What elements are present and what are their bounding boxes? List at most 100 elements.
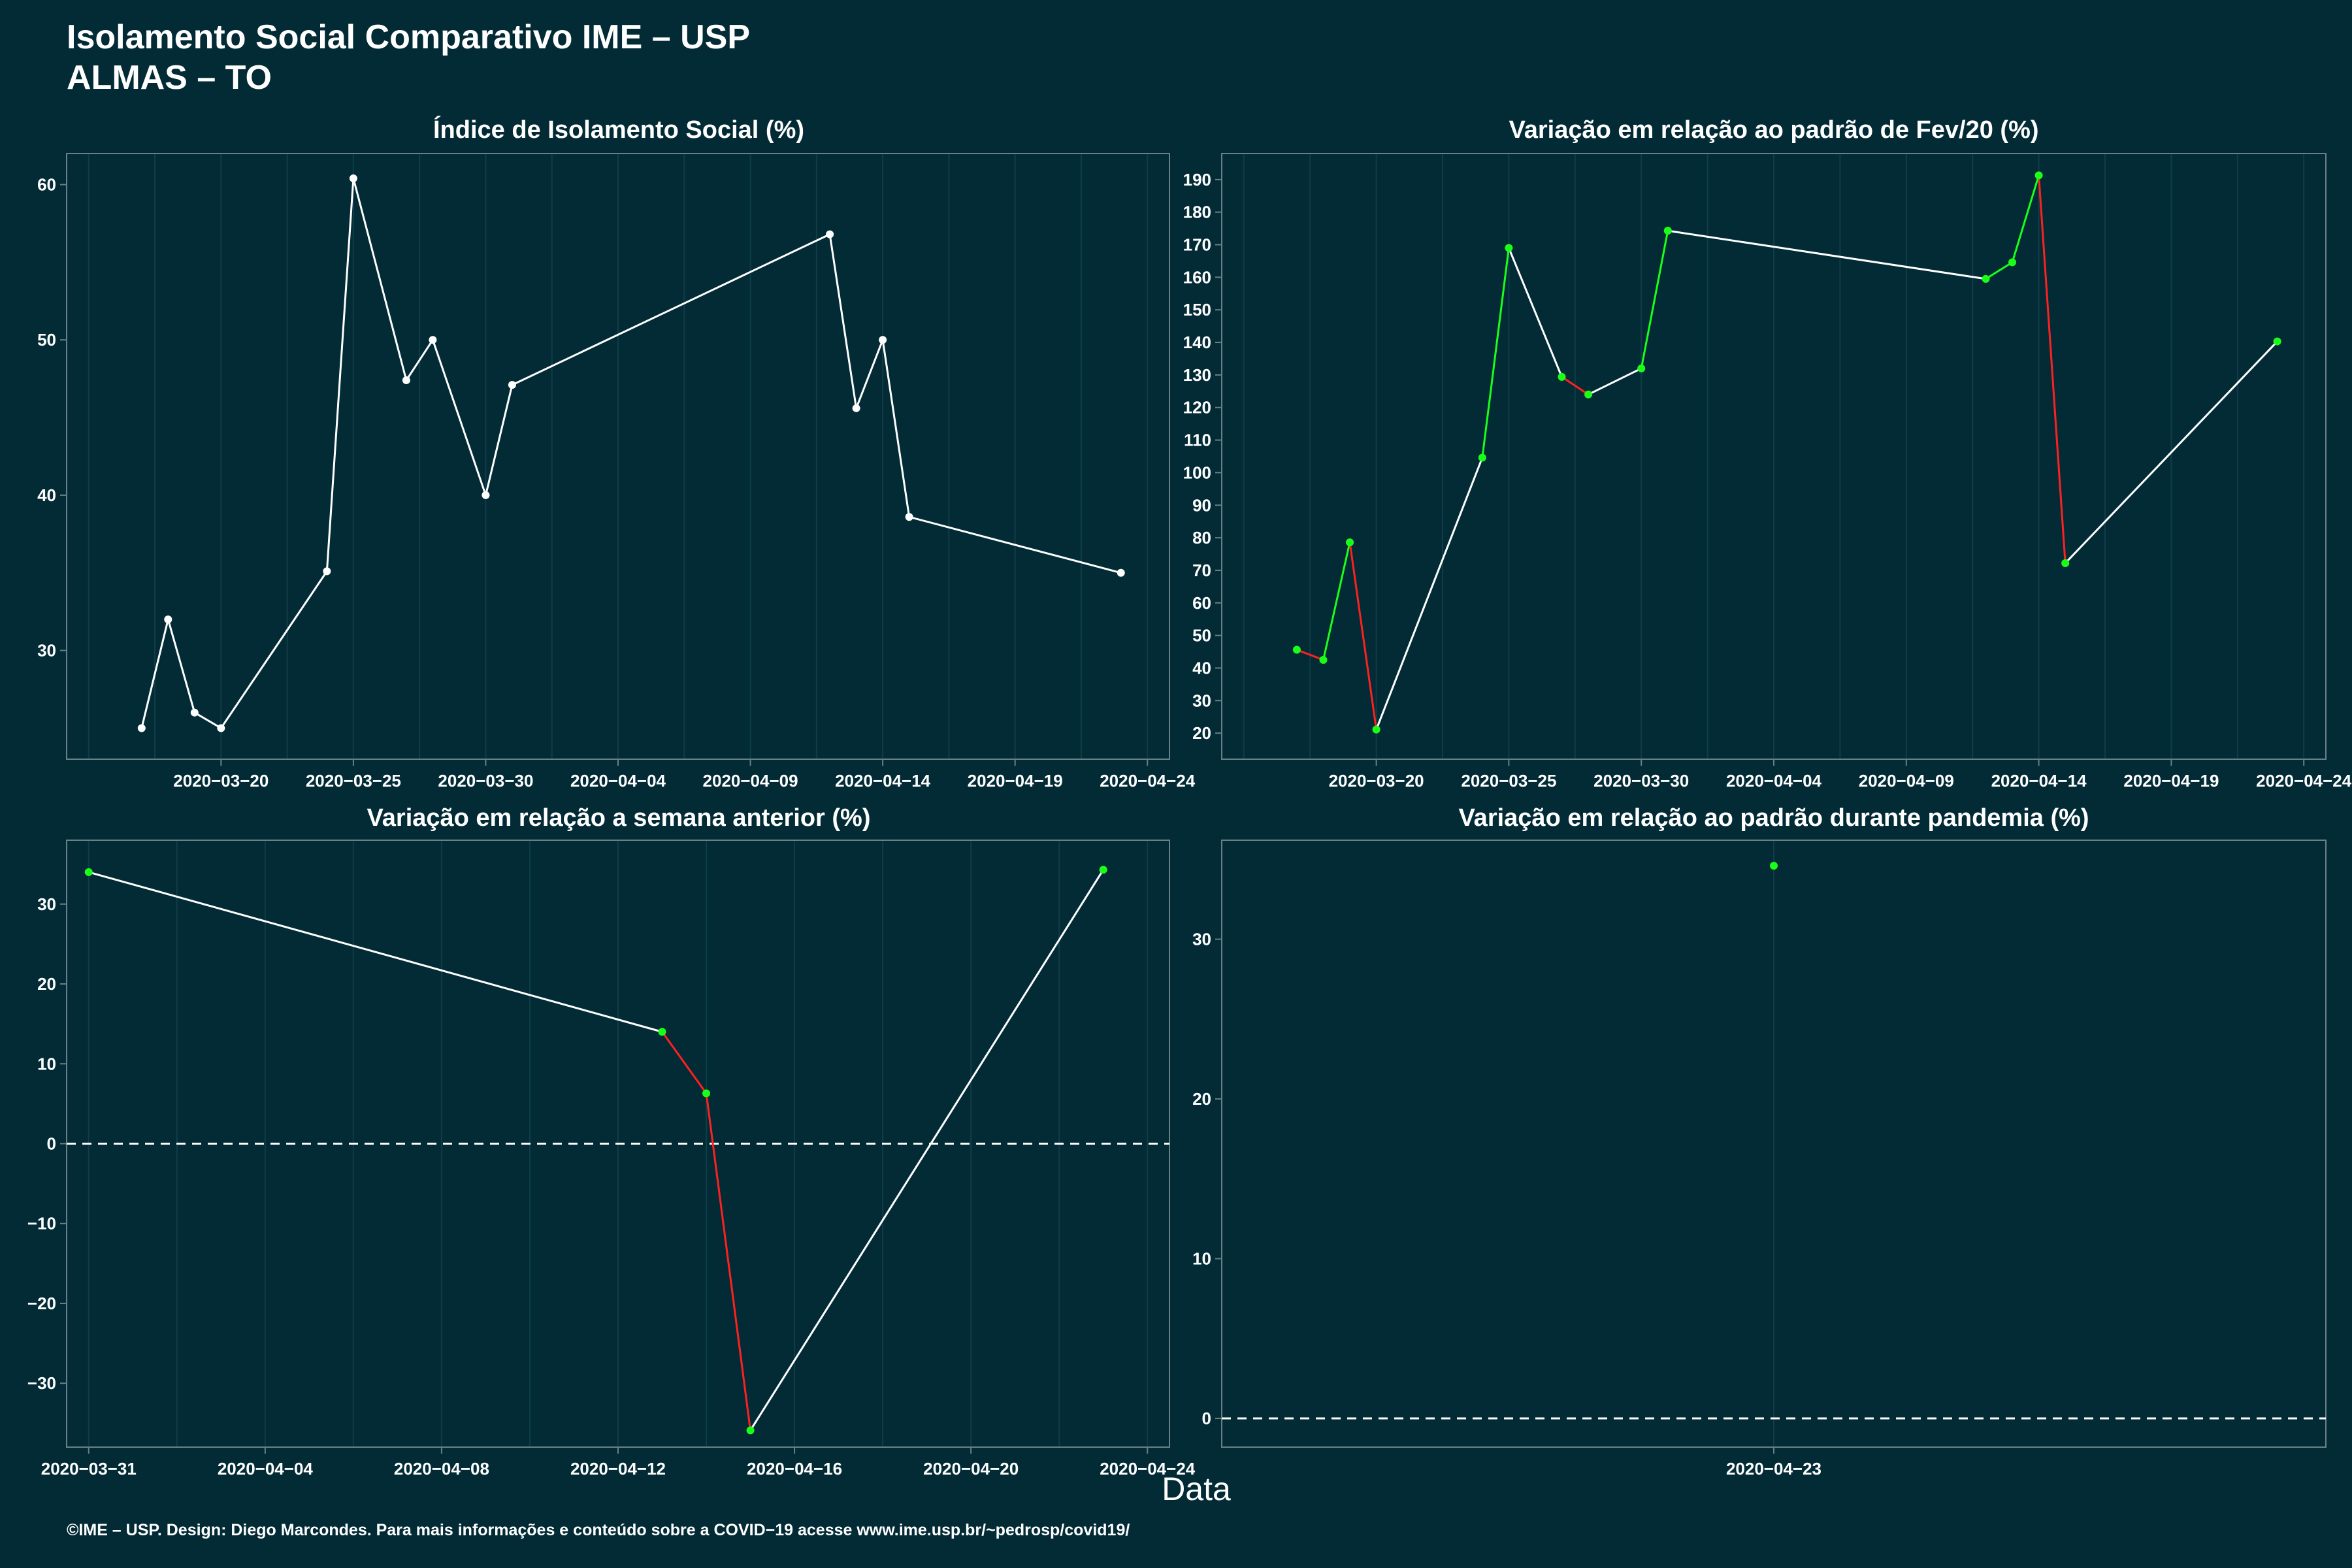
fev20-series-segment [1481,248,1510,458]
fev20-y-tick-label: 110 [1184,431,1211,450]
fev20-data-point [1292,645,1301,654]
x-axis-label: Data [1162,1471,1231,1507]
isolamento-data-point [1117,568,1125,577]
isolamento-data-point [482,491,490,499]
semana-y-tick-label: −20 [27,1294,56,1313]
semana-y-tick-label: 10 [37,1054,56,1073]
fev20-series-segment [1508,247,1563,378]
isolamento-data-point [905,513,913,521]
semana-data-point [702,1089,711,1098]
semana-data-point [658,1028,666,1036]
isolamento-data-point [879,336,887,344]
pandemia-y-tick-label: 20 [1192,1089,1211,1109]
footer-caption: ©IME – USP. Design: Diego Marcondes. Par… [67,1521,1130,1539]
semana-x-tick-label: 2020−04−16 [747,1459,842,1478]
isolamento-data-point [852,404,860,412]
fev20-series-segment [1375,457,1484,730]
fev20-y-tick-label: 80 [1192,528,1211,547]
fev20-data-point [2008,258,2017,267]
page-title: Isolamento Social Comparativo IME – USP [67,18,751,56]
fev20-y-tick-label: 50 [1192,626,1211,645]
fev20-x-tick-label: 2020−04−04 [1726,771,1822,791]
isolamento-data-point [508,381,516,389]
isolamento-data-point [164,615,172,624]
semana-x-tick-label: 2020−04−20 [923,1459,1019,1478]
semana-data-point [84,868,93,876]
isolamento-y-tick-label: 30 [37,641,56,661]
pandemia-y-tick-label: 0 [1202,1409,1211,1428]
isolamento-x-tick-label: 2020−03−20 [173,771,269,791]
fev20-data-point [1319,655,1328,664]
fev20-series-segment [2038,175,2066,564]
fev20-x-tick-label: 2020−04−19 [2123,771,2219,791]
fev20-y-tick-label: 60 [1192,593,1211,613]
semana-x-tick-label: 2020−04−12 [570,1459,666,1478]
isolamento-series-segment [194,711,222,729]
isolamento-series-segment [828,234,858,409]
isolamento-x-tick-label: 2020−03−30 [438,771,533,791]
pandemia-data-point [1770,862,1778,870]
fev20-y-tick-label: 140 [1183,333,1211,352]
panel-title-isolamento: Índice de Isolamento Social (%) [433,116,805,144]
isolamento-series-segment [167,619,196,713]
page-subtitle: ALMAS – TO [67,59,272,97]
semana-series-segment [705,1093,752,1431]
fev20-series-segment [1296,649,1324,661]
fev20-y-tick-label: 40 [1192,658,1211,678]
isolamento-y-tick-label: 40 [37,485,56,505]
isolamento-series-segment [220,570,328,729]
fev20-y-tick-label: 120 [1183,398,1211,417]
fev20-y-tick-label: 30 [1192,691,1211,710]
fev20-series-segment [2065,340,2278,564]
pandemia-y-tick-label: 30 [1192,930,1211,949]
isolamento-series-segment [855,339,884,409]
fev20-data-point [1478,453,1486,462]
isolamento-x-tick-label: 2020−03−25 [306,771,401,791]
fev20-series-segment [1348,542,1378,730]
isolamento-series-segment [909,515,1122,574]
isolamento-x-tick-label: 2020−04−24 [1100,771,1196,791]
fev20-data-point [2273,337,2281,346]
fev20-series-segment [1640,230,1669,369]
fev20-data-point [1663,227,1672,235]
fev20-series-segment [1561,376,1589,396]
isolamento-series-segment [140,619,169,728]
isolamento-data-point [323,567,331,576]
isolamento-y-tick-label: 50 [37,330,56,350]
fev20-series-segment [2011,174,2040,263]
isolamento-series-segment [431,339,487,496]
isolamento-x-tick-label: 2020−04−09 [703,771,798,791]
fev20-data-point [1637,364,1646,372]
isolamento-data-point [190,708,199,717]
isolamento-series-segment [405,339,434,381]
fev20-x-tick-label: 2020−03−20 [1329,771,1424,791]
fev20-data-point [1584,390,1593,399]
chart-title-block: Isolamento Social Comparativo IME – USP … [67,17,750,98]
fev20-y-tick-label: 150 [1183,300,1211,319]
semana-x-tick-label: 2020−04−04 [218,1459,314,1478]
fev20-data-point [1372,725,1380,734]
semana-data-point [1099,866,1107,874]
fev20-data-point [1558,372,1566,381]
fev20-data-point [1505,244,1513,252]
pandemia-y-tick-label: 10 [1192,1249,1211,1269]
fev20-x-tick-label: 2020−04−09 [1859,771,1954,791]
fev20-series-segment [1667,229,1986,280]
isolamento-data-point [826,230,834,238]
fev20-y-tick-label: 100 [1183,463,1211,482]
fev20-data-point [1982,274,1990,283]
isolamento-x-tick-label: 2020−04−04 [570,771,666,791]
fev20-x-tick-label: 2020−03−30 [1593,771,1689,791]
isolamento-data-point [217,724,225,732]
fev20-y-tick-label: 20 [1192,723,1211,743]
semana-x-tick-label: 2020−04−24 [1100,1459,1196,1478]
fev20-y-tick-label: 190 [1183,170,1211,189]
semana-series-segment [661,1031,708,1094]
panel-title-pandemia: Variação em relação ao padrão durante pa… [1458,804,2089,832]
fev20-y-tick-label: 160 [1183,267,1211,287]
fev20-data-point [2061,559,2070,567]
isolamento-series-segment [881,340,911,517]
isolamento-y-tick-label: 60 [37,175,56,195]
fev20-x-tick-label: 2020−04−14 [1991,771,2087,791]
